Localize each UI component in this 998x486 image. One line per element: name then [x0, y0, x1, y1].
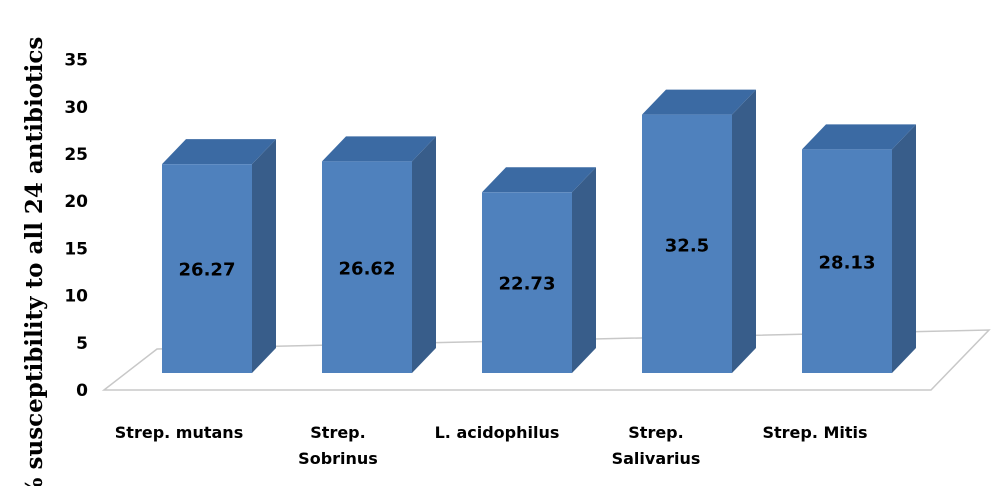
bar-front-face: [322, 161, 412, 373]
x-category-label-line: Sobrinus: [298, 449, 378, 468]
x-axis-categories: Strep. mutans Strep. Sobrinus L. acidophilu…: [115, 423, 868, 468]
bars-group: 26.27 26.62 22.73 32.5 28.13: [162, 89, 916, 373]
bar-value-label: 26.27: [179, 260, 236, 281]
bar-value-label: 28.13: [819, 252, 876, 273]
bar-side-face: [892, 124, 916, 373]
x-category-label: L. acidophilus: [435, 423, 560, 442]
bar-side-face: [252, 139, 276, 373]
bar-value-label: 32.5: [665, 235, 709, 256]
bar-side-face: [732, 89, 756, 373]
bar-side-face: [412, 136, 436, 373]
x-category-label-line: Strep.: [310, 423, 365, 442]
y-axis-label: % susceptibility to all 24 antibiotics: [21, 37, 48, 486]
y-tick-label: 10: [64, 287, 88, 307]
bar-4: 32.5: [642, 89, 756, 373]
bar-2: 26.62: [322, 136, 436, 373]
x-category-label-line: Strep. mutans: [115, 423, 243, 442]
y-tick-label: 5: [76, 334, 88, 354]
x-category-label-line: Salivarius: [612, 449, 701, 468]
x-category-label-line: Strep.: [628, 423, 683, 442]
bar-top-face: [482, 167, 596, 193]
bar-1: 26.27: [162, 139, 276, 373]
bar-top-face: [642, 89, 756, 115]
x-category-label: Strep. mutans: [115, 423, 243, 442]
y-tick-label: 15: [64, 239, 88, 259]
y-tick-label: 20: [64, 192, 88, 212]
y-axis-ticks: 0 5 10 15 20 25 30 35: [64, 51, 88, 401]
bar-5: 28.13: [802, 124, 916, 373]
y-tick-label: 25: [64, 145, 88, 165]
bar-front-face: [642, 114, 732, 373]
y-tick-label: 35: [64, 51, 88, 71]
y-tick-label: 0: [76, 381, 88, 401]
bar-3: 22.73: [482, 167, 596, 373]
bar-front-face: [802, 149, 892, 373]
x-category-label: Strep. Sobrinus: [298, 423, 378, 468]
x-category-label: Strep. Salivarius: [612, 423, 701, 468]
bar-top-face: [802, 124, 916, 150]
bar-top-face: [322, 136, 436, 162]
x-category-label-line: L. acidophilus: [435, 423, 560, 442]
bar-side-face: [572, 167, 596, 373]
bar-value-label: 22.73: [499, 273, 556, 294]
bar-front-face: [482, 192, 572, 373]
bar-top-face: [162, 139, 276, 165]
bar-front-face: [162, 164, 252, 373]
y-tick-label: 30: [64, 98, 88, 118]
bar-value-label: 26.62: [339, 258, 396, 279]
x-category-label-line: Strep. Mitis: [762, 423, 867, 442]
x-category-label: Strep. Mitis: [762, 423, 867, 442]
